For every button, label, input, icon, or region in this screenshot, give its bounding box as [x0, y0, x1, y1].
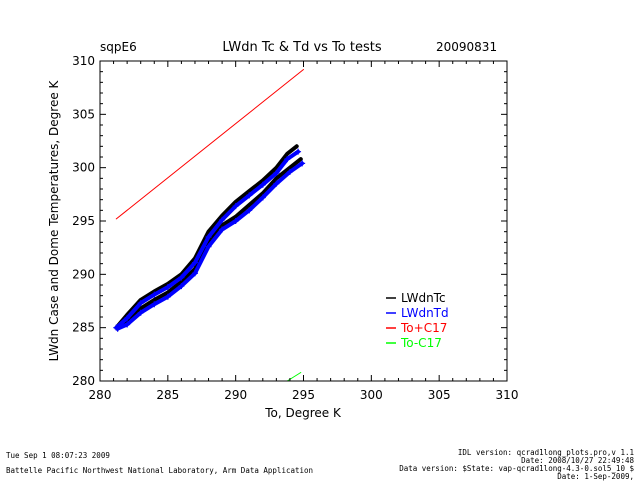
y-tick-label: 280 [72, 374, 95, 388]
series-lwdntd-point [246, 192, 253, 199]
series-lwdntd-point [246, 207, 253, 214]
data-curves [113, 69, 306, 382]
series-lwdntd-point [232, 218, 239, 224]
series-lwdntd-point [151, 301, 158, 308]
y-tick-label: 295 [72, 214, 95, 228]
series-lwdntd-point [299, 160, 306, 167]
series-lwdntd-point [205, 234, 212, 240]
series-to-c17-line [286, 372, 302, 382]
series-lwdntd-point [124, 321, 131, 328]
series-lwdntd-point [219, 216, 226, 223]
series-lwdntd-point [137, 309, 144, 316]
series-lwdntd-point [273, 180, 280, 187]
series-lwdntd-point [205, 243, 212, 250]
y-axis-label: LWdn Case and Dome Temperatures, Degree … [47, 79, 61, 361]
x-tick-label: 305 [428, 388, 451, 402]
x-tick-label: 280 [89, 388, 112, 402]
site-label: sqpE6 [100, 40, 137, 54]
idl-version: IDL version: qcrad1long_plots.pro,v 1.1 [457, 448, 634, 457]
series-lwdntd-point [151, 291, 158, 298]
y-tick-labels: 280 285 290 295 300 305 310 [72, 54, 95, 388]
legend-label-to-c17: To+C17 [400, 321, 447, 335]
y-tick-label: 290 [72, 267, 95, 281]
run-time: Tue Sep 1 08:07:23 2009 [6, 451, 110, 460]
legend-label-lwdntd: LWdnTd [401, 306, 449, 320]
series-lwdntd-point [164, 293, 171, 300]
series-lwdntd-point [137, 300, 144, 307]
series-lwdntc-line [115, 157, 303, 331]
series-lwdntd-point [232, 203, 239, 210]
x-tick-label: 295 [292, 388, 315, 402]
series-lwdntd-point [273, 170, 280, 176]
data-version: Data version: $State: vap-qcrad1long-4.3… [399, 464, 634, 473]
x-tick-labels: 280 285 290 295 300 305 310 [89, 388, 519, 402]
series-lwdntd-point [124, 315, 131, 322]
axis-ticks [99, 60, 508, 382]
y-tick-label: 285 [72, 321, 95, 335]
series-lwdntd-point [286, 168, 293, 175]
series-lwdntc-line [114, 144, 299, 330]
series-lwdntd-point [114, 325, 121, 332]
x-tick-label: 285 [156, 388, 179, 402]
y-tick-label: 300 [72, 161, 95, 175]
x-tick-label: 310 [496, 388, 519, 402]
series-lwdntd-point [259, 181, 266, 188]
x-tick-label: 290 [224, 388, 247, 402]
series-lwdntd-point [164, 284, 171, 291]
series-lwdntd-point [191, 259, 198, 266]
y-tick-label: 305 [72, 107, 95, 121]
legend-label-lwdntc: LWdnTc [401, 291, 446, 305]
idl-date: Date: 2008/10/27 22:49:48 [521, 456, 634, 465]
x-axis-label: To, Degree K [264, 406, 342, 420]
series-lwdntd-point [259, 194, 266, 201]
institution: Battelle Pacific Northwest National Labo… [6, 466, 314, 475]
y-tick-label: 310 [72, 54, 95, 68]
x-tick-label: 300 [360, 388, 383, 402]
series-lwdntd-line [114, 149, 301, 330]
data-date: Date: 1-Sep-2009, [557, 472, 634, 481]
series-lwdntd-point [284, 156, 291, 163]
series-lwdntd-point [295, 148, 302, 155]
series-lwdntd-point [219, 226, 226, 233]
series-lwdntd-point [191, 270, 198, 277]
legend-label-to-c17: To-C17 [400, 336, 442, 350]
date-label: 20090831 [436, 40, 497, 54]
series-lwdntd-point [178, 274, 185, 281]
series-to-c17-line [115, 69, 304, 220]
series-lwdntd-point [178, 283, 185, 290]
chart-title: LWdn Tc & Td vs To tests [222, 40, 382, 55]
